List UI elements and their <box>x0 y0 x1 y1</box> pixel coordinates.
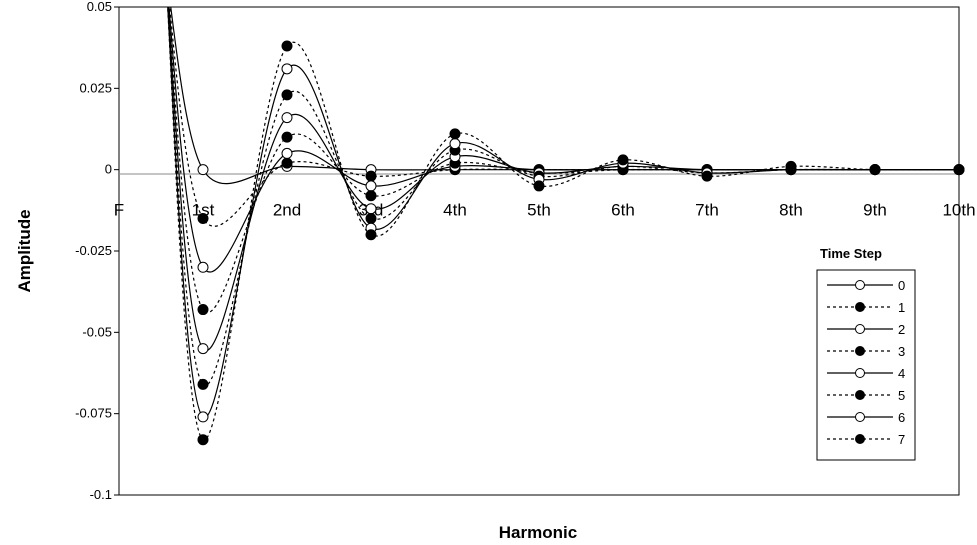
data-point-series-7 <box>617 154 629 166</box>
legend-box <box>816 269 916 461</box>
x-category-label: 2nd <box>273 201 301 220</box>
data-point-series-1 <box>197 212 209 224</box>
x-category-label: 4th <box>443 201 467 220</box>
y-tick-label: -0.05 <box>82 324 112 339</box>
legend-marker-6 <box>855 412 865 422</box>
data-point-series-4 <box>281 112 293 124</box>
y-tick-label: 0.05 <box>87 0 112 14</box>
x-category-label: 6th <box>611 201 635 220</box>
data-point-series-7 <box>869 164 881 176</box>
data-point-series-7 <box>953 164 965 176</box>
data-point-series-7 <box>365 229 377 241</box>
x-category-label: 10th <box>942 201 975 220</box>
y-tick-label: -0.075 <box>75 406 112 421</box>
legend-label-1: 1 <box>898 300 905 315</box>
x-category-label: 5th <box>527 201 551 220</box>
legend-label-2: 2 <box>898 322 905 337</box>
legend: Time Step 0 1 2 3 4 5 6 7 <box>816 246 916 461</box>
x-category-label: 7th <box>695 201 719 220</box>
legend-marker-7 <box>855 434 865 444</box>
data-point-series-6 <box>197 411 209 423</box>
data-point-series-7 <box>449 128 461 140</box>
data-point-series-2 <box>365 180 377 192</box>
data-point-series-1 <box>281 157 293 169</box>
y-axis-title: Amplitude <box>15 209 34 292</box>
legend-label-3: 3 <box>898 344 905 359</box>
data-point-series-2 <box>197 261 209 273</box>
legend-label-5: 5 <box>898 388 905 403</box>
data-point-series-5 <box>281 89 293 101</box>
data-point-series-7 <box>701 170 713 182</box>
legend-marker-2 <box>855 324 865 334</box>
x-category-label: 9th <box>863 201 887 220</box>
data-point-series-7 <box>785 160 797 172</box>
data-point-series-5 <box>197 378 209 390</box>
legend-marker-4 <box>855 368 865 378</box>
y-tick-label: -0.025 <box>75 243 112 258</box>
series-markers <box>197 40 965 446</box>
y-tick-label: 0 <box>105 162 112 177</box>
legend-label-4: 4 <box>898 366 905 381</box>
legend-label-6: 6 <box>898 410 905 425</box>
y-tick-label: -0.1 <box>90 487 112 502</box>
data-point-series-2 <box>281 147 293 159</box>
legend-marker-1 <box>855 302 865 312</box>
x-axis-title: Harmonic <box>499 523 577 542</box>
y-axis-ticks: 0.05 0.025 0 -0.025 -0.05 -0.075 -0.1 <box>75 0 119 502</box>
x-axis-category-labels: F1st2nd3rd4th5th6th7th8th9th10th <box>114 201 976 220</box>
y-tick-label: 0.025 <box>79 80 112 95</box>
data-point-series-7 <box>533 180 545 192</box>
data-point-series-6 <box>281 63 293 75</box>
legend-label-0: 0 <box>898 278 905 293</box>
data-point-series-4 <box>365 203 377 215</box>
legend-label-7: 7 <box>898 432 905 447</box>
data-point-series-7 <box>197 434 209 446</box>
data-point-series-5 <box>365 212 377 224</box>
data-point-series-3 <box>365 190 377 202</box>
legend-marker-3 <box>855 346 865 356</box>
x-category-label: F <box>114 201 124 220</box>
data-point-series-0 <box>197 164 209 176</box>
data-point-series-4 <box>197 343 209 355</box>
legend-title: Time Step <box>820 246 882 261</box>
data-point-series-3 <box>197 304 209 316</box>
x-category-label: 8th <box>779 201 803 220</box>
data-point-series-6 <box>449 138 461 150</box>
legend-marker-0 <box>855 280 865 290</box>
legend-marker-5 <box>855 390 865 400</box>
data-point-series-7 <box>281 40 293 52</box>
data-point-series-1 <box>365 170 377 182</box>
data-point-series-3 <box>281 131 293 143</box>
